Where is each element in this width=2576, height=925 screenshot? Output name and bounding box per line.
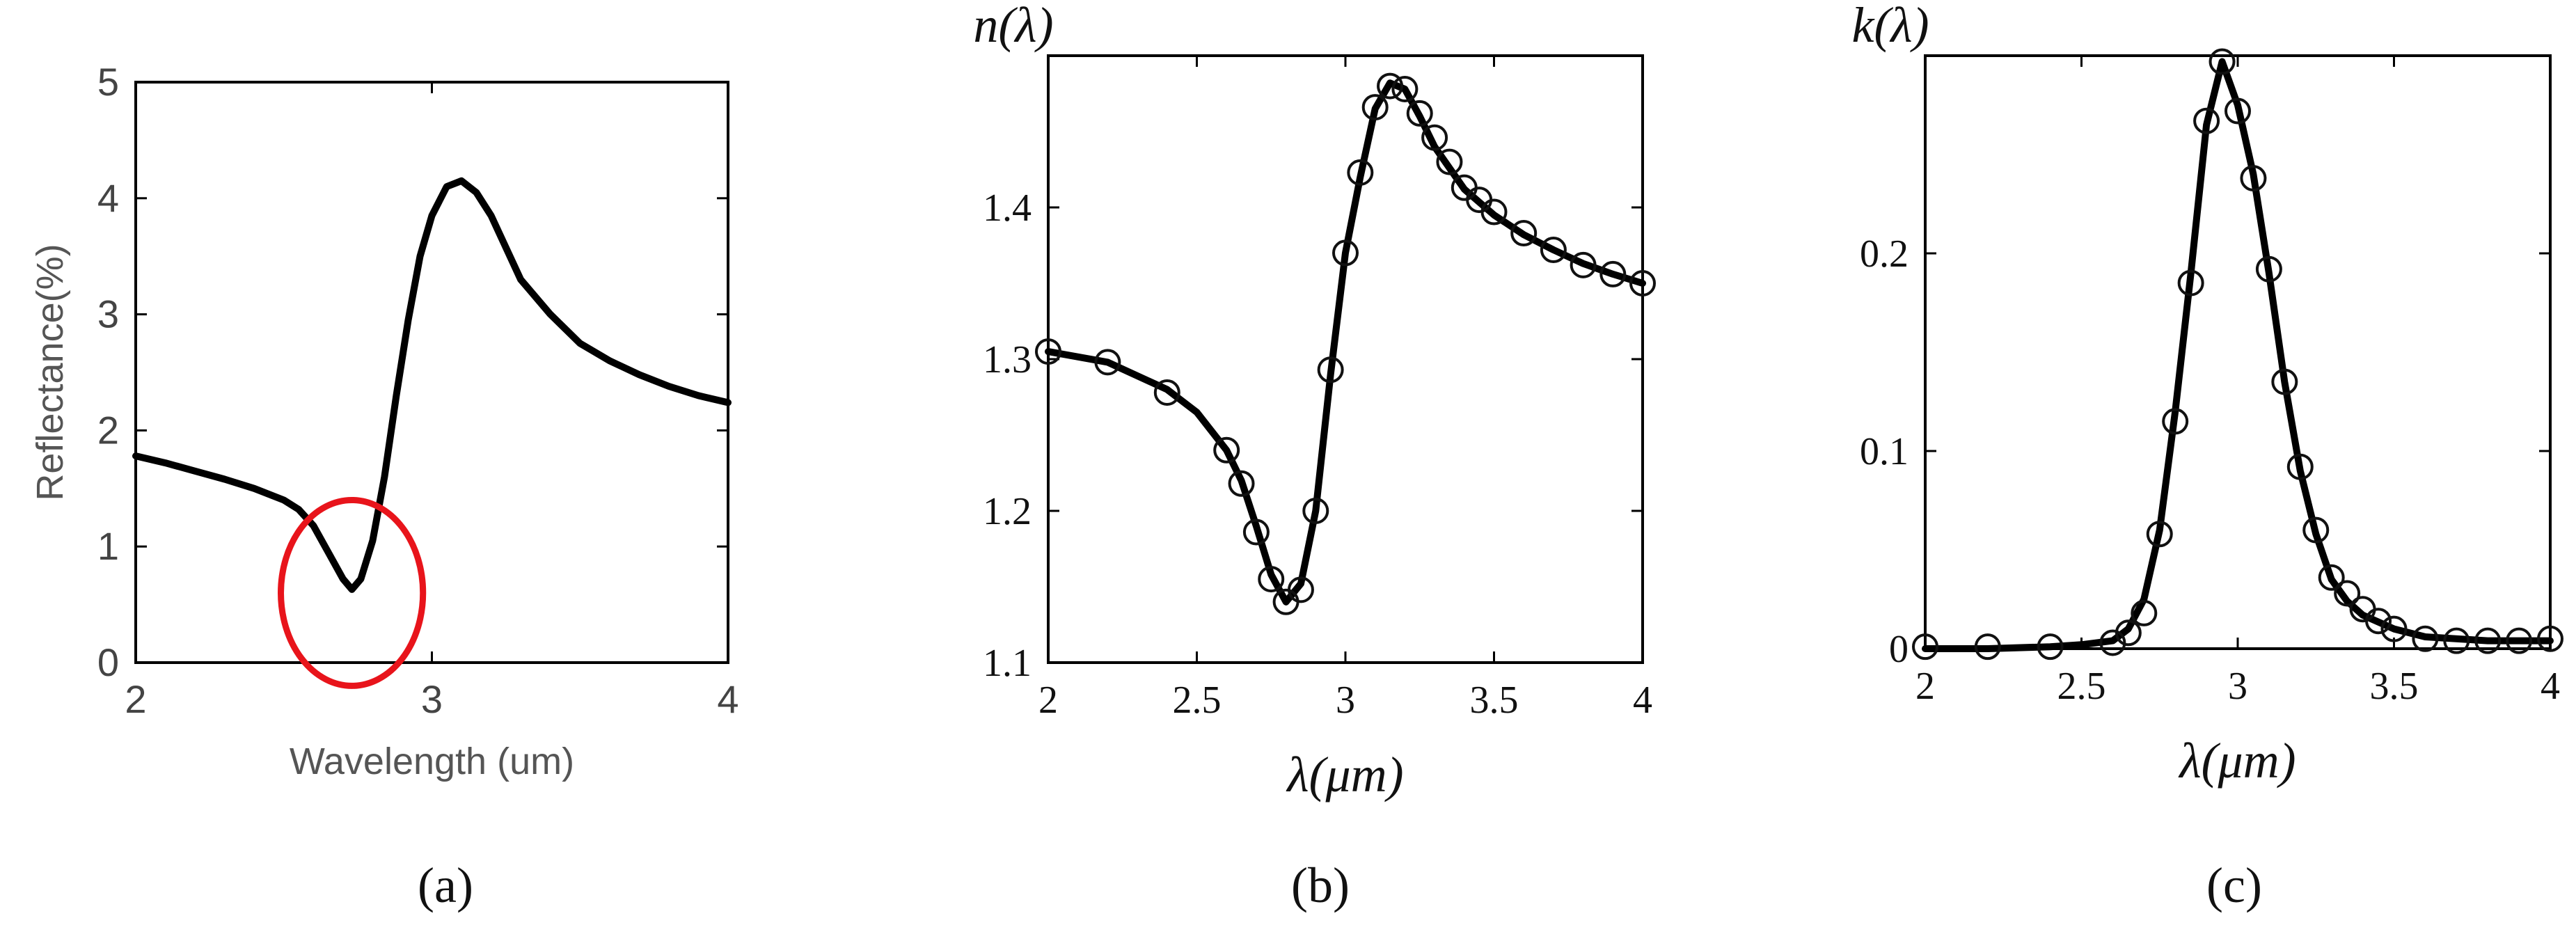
axes-frame — [1924, 54, 2552, 650]
caption-b: (b) — [1291, 857, 1350, 913]
y-tick-label: 3 — [97, 292, 119, 336]
panel-a-reflectance: 2 3 4 0 1 2 3 4 5 Wavelength (um) Reflectance(%) — [29, 60, 739, 782]
data-point-marker — [2443, 627, 2470, 654]
data-point-marker — [2286, 453, 2314, 480]
data-point-marker — [1974, 633, 2001, 661]
x-tick-label: 4 — [717, 677, 738, 721]
panel-b-refractive-index: 2 2.5 3 3.5 4 1.1 1.2 1.3 1.4 λ(μm) n(λ) — [973, 0, 1656, 803]
caption-c: (c) — [2206, 857, 2262, 913]
series-line — [132, 177, 732, 593]
x-tick-label: 3 — [421, 677, 443, 721]
data-point-marker — [2131, 599, 2158, 626]
y-axis-label: n(λ) — [973, 0, 1053, 53]
data-point-marker — [1332, 239, 1359, 267]
data-point-marker — [1570, 251, 1597, 278]
data-point-marker — [1377, 72, 1404, 100]
series-line — [1922, 58, 2554, 652]
y-tick-label: 1.3 — [983, 338, 1032, 381]
data-point-marker — [2193, 107, 2220, 134]
data-point-marker — [1347, 159, 1374, 186]
x-tick-label: 2 — [1038, 679, 1058, 722]
data-point-marker — [1361, 94, 1389, 121]
x-tick-label: 4 — [1633, 679, 1652, 722]
x-tick-label: 3.5 — [2370, 665, 2419, 708]
y-tick-label: 1.2 — [983, 490, 1032, 533]
x-tick-label: 4 — [2541, 665, 2560, 708]
x-tick-label: 2 — [1915, 665, 1935, 708]
data-point-marker — [1510, 220, 1538, 247]
data-point-marker — [1421, 124, 1448, 151]
data-point-marker — [2225, 97, 2251, 125]
data-point-marker — [2537, 625, 2563, 652]
data-point-marker — [1094, 349, 1121, 376]
x-tick-label: 2.5 — [1173, 679, 1222, 722]
data-point-marker — [2240, 165, 2267, 192]
y-tick-label: 1.4 — [983, 187, 1032, 230]
data-point-marker — [2318, 564, 2345, 591]
data-point-marker — [2146, 521, 2173, 548]
data-point-marker — [1391, 75, 1419, 102]
y-tick-label: 0 — [97, 640, 119, 684]
x-tick-label: 2.5 — [2057, 665, 2106, 708]
y-axis-label: Reflectance(%) — [29, 244, 71, 500]
data-point-marker — [1317, 356, 1344, 384]
series-line — [1045, 79, 1646, 606]
y-tick-label: 5 — [97, 60, 119, 104]
data-point-marker — [1599, 260, 1627, 287]
data-point-marker — [2271, 368, 2298, 395]
y-tick-label: 0.2 — [1860, 232, 1909, 276]
data-point-marker — [1258, 566, 1285, 593]
data-point-marker — [1912, 633, 1938, 661]
y-axis-label: k(λ) — [1851, 0, 1929, 53]
panel-c-extinction-coefficient: 2 2.5 3 3.5 4 0 0.1 0.2 λ(μm) k(λ) — [1851, 0, 2563, 789]
data-point-marker — [1480, 198, 1508, 226]
x-tick-label: 3 — [1336, 679, 1355, 722]
x-tick-label: 2 — [125, 677, 146, 721]
data-point-marker — [2115, 619, 2142, 647]
data-point-marker — [1242, 519, 1270, 546]
axes-frame — [1047, 54, 1644, 664]
data-point-marker — [1035, 338, 1061, 365]
x-axis-label: λ(μm) — [2178, 733, 2296, 789]
highlight-circle — [277, 496, 427, 689]
data-point-marker — [1228, 470, 1255, 497]
data-point-marker — [2380, 615, 2408, 642]
y-tick-label: 1 — [97, 524, 119, 568]
data-point-marker — [2365, 608, 2392, 635]
data-point-marker — [1302, 498, 1329, 524]
data-point-marker — [2412, 625, 2439, 652]
data-point-marker — [2037, 633, 2064, 661]
data-point-marker — [2177, 269, 2204, 297]
data-point-marker — [2302, 516, 2330, 544]
data-point-marker — [2255, 255, 2282, 283]
data-point-marker — [2334, 580, 2361, 607]
data-point-marker — [2506, 627, 2533, 654]
data-point-marker — [2208, 48, 2236, 75]
data-point-marker — [1540, 237, 1567, 264]
y-tick-label: 2 — [97, 408, 119, 452]
data-point-marker — [1629, 270, 1656, 297]
data-point-marker — [2474, 627, 2502, 654]
data-point-marker — [2162, 408, 2189, 435]
y-tick-label: 0.1 — [1860, 430, 1909, 473]
y-tick-label: 0 — [1889, 628, 1909, 671]
data-point-marker — [1436, 148, 1463, 175]
x-tick-label: 3 — [2228, 665, 2247, 708]
x-axis-label: λ(μm) — [1286, 747, 1403, 803]
x-tick-label: 3.5 — [1470, 679, 1519, 722]
y-tick-label: 4 — [97, 176, 119, 220]
data-point-marker — [1153, 379, 1180, 406]
data-point-marker — [1213, 436, 1240, 464]
data-point-marker — [1287, 576, 1314, 603]
x-axis-label: Wavelength (um) — [290, 741, 574, 782]
y-tick-label: 1.1 — [983, 642, 1032, 685]
caption-a: (a) — [418, 857, 473, 913]
data-point-marker — [1406, 100, 1433, 127]
